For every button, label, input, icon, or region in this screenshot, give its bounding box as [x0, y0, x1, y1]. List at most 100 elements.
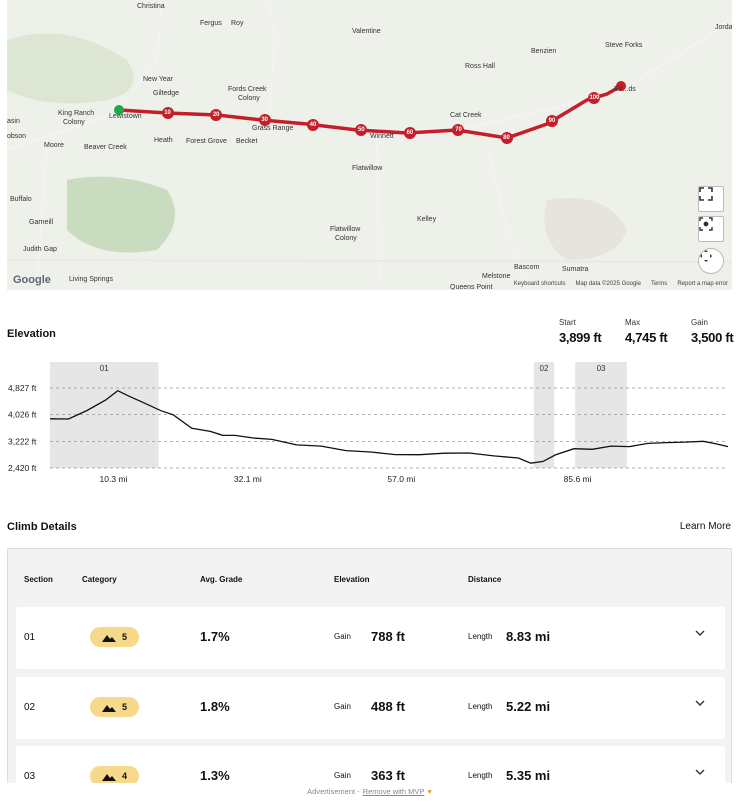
- gain-label: Gain: [334, 702, 351, 711]
- map-town-label: King Ranch: [58, 110, 95, 117]
- map-town-label: Steve Forks: [605, 42, 643, 49]
- mountain-icon: [101, 704, 116, 712]
- distance-header: Distance: [468, 575, 502, 584]
- map-town-label: Moore: [44, 142, 64, 149]
- map-town-label: Grass Range: [252, 125, 294, 132]
- avg-grade: 1.7%: [200, 629, 230, 644]
- map-town-label: Jordan: [715, 24, 732, 31]
- max-stat: Max 4,745 ft: [625, 318, 668, 345]
- map-town-label: Queens Point: [450, 284, 493, 290]
- fullscreen-icon: [699, 187, 713, 201]
- end-marker: [616, 81, 626, 91]
- pan-button[interactable]: [698, 248, 724, 274]
- route-mile-marker: 40: [307, 118, 319, 131]
- route-mile-marker: 50: [355, 124, 368, 137]
- map-town-label: Kelley: [417, 216, 437, 223]
- recenter-button[interactable]: [698, 216, 724, 242]
- map-town-label: Buffalo: [10, 196, 32, 203]
- map-town-label: Beaver Creek: [84, 144, 127, 151]
- category-badge: 5: [90, 697, 139, 717]
- gain-value: 3,500 ft: [691, 330, 734, 345]
- section-number: 01: [24, 632, 36, 643]
- elevation-title: Elevation: [7, 328, 56, 340]
- length-value: 8.83 mi: [506, 629, 551, 644]
- avg-grade: 1.8%: [200, 699, 230, 714]
- map-town-label: obson: [7, 133, 27, 140]
- route-mile-marker: 10: [161, 107, 174, 120]
- map-town-label: Sumatra: [562, 266, 589, 273]
- start-value: 3,899 ft: [559, 330, 602, 345]
- avg-grade: 1.3%: [200, 768, 230, 783]
- length-value: 5.35 mi: [506, 768, 551, 783]
- elevation-header: Elevation: [334, 575, 370, 584]
- mountain-icon: [101, 634, 116, 642]
- map-town-label: Cat Creek: [450, 112, 482, 119]
- y-tick-label: 4,026 ft: [8, 410, 37, 420]
- length-label: Length: [468, 771, 493, 780]
- chevron-down-icon[interactable]: [695, 768, 705, 776]
- advertisement-bar: Advertisement - Remove with MVP ♥: [0, 783, 739, 799]
- category-badge: 5: [90, 627, 139, 647]
- gain-value: 488 ft: [371, 699, 405, 714]
- chevron-down-icon[interactable]: [695, 629, 705, 637]
- learn-more-link[interactable]: Learn More: [679, 521, 731, 532]
- keyboard-shortcuts-link[interactable]: Keyboard shortcuts: [513, 281, 566, 287]
- gain-stat: Gain 3,500 ft: [691, 318, 734, 345]
- map-town-label: Forest Grove: [186, 138, 227, 145]
- map-town-label: Benzien: [531, 48, 557, 55]
- y-tick-label: 2,420 ft: [8, 463, 37, 473]
- map-town-label: Judith Gap: [23, 246, 57, 253]
- map-town-label: Roy: [231, 20, 244, 27]
- map-town-label: Colony: [238, 95, 260, 102]
- terms-link[interactable]: Terms: [650, 281, 668, 287]
- google-logo: Google: [13, 274, 51, 286]
- y-tick-label: 3,222 ft: [8, 436, 37, 446]
- max-label: Max: [625, 318, 641, 327]
- map-town-label: Bascom: [514, 264, 540, 271]
- route-mile-marker: 80: [500, 131, 513, 144]
- heart-icon: ♥: [427, 786, 432, 796]
- length-label: Length: [468, 632, 493, 641]
- climb-row[interactable]: 02 5 1.8% Gain 488 ft Length 5.22 mi: [16, 677, 725, 739]
- route-mile-marker: 100: [588, 91, 601, 104]
- map-town-label: Melstone: [482, 273, 511, 280]
- x-tick-label: 57.0 mi: [387, 474, 415, 484]
- gain-value: 788 ft: [371, 629, 405, 644]
- report-error-link[interactable]: Report a map error: [677, 281, 728, 287]
- section-number: 02: [24, 702, 36, 713]
- gain-label: Gain: [334, 632, 351, 641]
- map-town-label: Giltedge: [153, 90, 180, 97]
- map-town-label: Winnett: [370, 133, 394, 140]
- map-town-label: Ed...ds: [614, 86, 636, 93]
- map-town-label: Ross Hall: [465, 63, 495, 70]
- category-header: Category: [82, 575, 117, 584]
- x-tick-label: 10.3 mi: [100, 474, 128, 484]
- map-town-label: Flatwillow: [352, 165, 383, 172]
- start-marker: [114, 105, 124, 115]
- elevation-profile-chart[interactable]: 01 02 03 4,827 ft 4,026 ft 3,222 ft 2,420 ft 10…: [0, 360, 739, 490]
- route-mile-marker: 90: [545, 115, 558, 128]
- climb-row[interactable]: 01 5 1.7% Gain 788 ft Length 8.83 mi: [16, 607, 725, 669]
- chevron-down-icon[interactable]: [695, 699, 705, 707]
- gain-label: Gain: [691, 318, 708, 327]
- route-mile-marker: 30: [258, 114, 271, 127]
- map-town-label: Heath: [154, 137, 173, 144]
- map-town-label: Living Springs: [69, 276, 113, 283]
- gain-value: 363 ft: [371, 768, 405, 783]
- route-mile-marker: 20: [210, 108, 223, 121]
- grade-header: Avg. Grade: [200, 575, 243, 584]
- fullscreen-button[interactable]: [698, 186, 724, 212]
- map-town-label: Christina: [137, 3, 165, 10]
- map-town-label: asin: [7, 118, 20, 125]
- remove-ads-link[interactable]: Remove with MVP: [362, 786, 425, 796]
- y-tick-label: 4,827 ft: [8, 383, 37, 393]
- route-mile-marker: 60: [403, 126, 416, 139]
- climb-highlight: [575, 362, 627, 468]
- map-attribution: Keyboard shortcuts Map data ©2025 Google…: [514, 281, 728, 287]
- map-town-label: Colony: [63, 119, 85, 126]
- start-label: Start: [559, 318, 576, 327]
- category-value: 5: [121, 632, 127, 642]
- climb-label: 02: [540, 364, 549, 373]
- route-map[interactable]: Christina Fergus Roy Valentine Jordan Steve F…: [7, 0, 732, 290]
- x-tick-label: 85.6 mi: [564, 474, 592, 484]
